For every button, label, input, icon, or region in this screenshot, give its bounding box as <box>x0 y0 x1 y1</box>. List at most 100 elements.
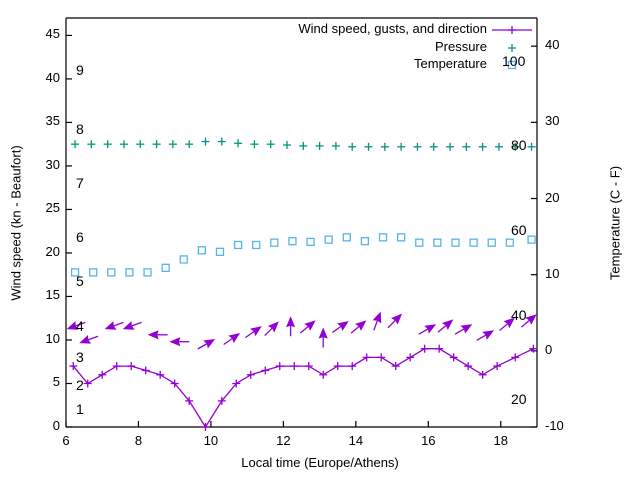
wind-speed-point <box>362 353 371 362</box>
pressure-point <box>103 140 112 149</box>
pressure-point <box>429 142 438 151</box>
wind-speed-point <box>261 366 270 375</box>
fahrenheit-label: 40 <box>511 306 527 323</box>
pressure-point <box>364 142 373 151</box>
beaufort-label: 6 <box>76 229 84 246</box>
fahrenheit-label: 100 <box>502 52 526 69</box>
x-tick-label: 6 <box>62 433 70 448</box>
beaufort-label: 4 <box>76 317 84 334</box>
pressure-point <box>527 142 536 151</box>
wind-speed-point <box>391 362 400 371</box>
y-tick-label-left: 40 <box>45 69 60 85</box>
legend-label: Temperature <box>414 56 487 71</box>
wind-direction-arrow <box>476 330 495 341</box>
beaufort-label: 2 <box>76 376 84 393</box>
x-tick-label: 18 <box>493 433 508 448</box>
pressure-point <box>478 142 487 151</box>
wind-speed-point <box>478 370 487 379</box>
wind-direction-arrow <box>299 320 316 334</box>
wind-direction-arrow <box>418 324 437 335</box>
wind-speed-point <box>170 379 179 388</box>
temperature-point <box>288 237 297 246</box>
wind-direction-arrow <box>437 319 454 333</box>
wind-speed-point <box>377 353 386 362</box>
x-tick-label: 16 <box>421 433 436 448</box>
temperature-point <box>396 233 406 242</box>
beaufort-label: 7 <box>76 175 84 192</box>
y-tick-label-right: -10 <box>545 418 564 433</box>
temperature-point <box>342 233 351 242</box>
wind-direction-arrow <box>223 333 241 346</box>
temperature-point <box>324 235 333 244</box>
wind-speed-point <box>464 362 473 371</box>
wind-speed-point <box>127 362 136 371</box>
temperature-point <box>469 238 478 247</box>
y-tick-label-left: 30 <box>45 156 60 172</box>
legend-marker-pressure <box>508 44 516 52</box>
pressure-point <box>380 142 389 151</box>
pressure-point <box>331 141 340 150</box>
y-tick-label-left: 15 <box>45 287 60 303</box>
temperature-point <box>527 235 536 244</box>
y-tick-label-right: 30 <box>545 113 560 129</box>
legend-marker-wind-plus <box>508 26 516 34</box>
legend-label: Wind speed, gusts, and direction <box>298 21 487 36</box>
pressure-point <box>446 142 455 151</box>
temperature-point <box>107 268 116 277</box>
temperature-point <box>505 238 514 247</box>
pressure-point <box>152 140 161 149</box>
fahrenheit-label: 80 <box>511 137 527 154</box>
beaufort-label: 5 <box>76 273 84 290</box>
y-tick-label-left: 45 <box>45 26 60 42</box>
pressure-point <box>413 142 422 151</box>
wind-direction-arrow <box>286 316 296 337</box>
fahrenheit-label: 20 <box>511 391 527 408</box>
wind-speed-point <box>185 396 194 405</box>
wind-speed-point <box>98 370 107 379</box>
beaufort-label: 8 <box>76 121 84 138</box>
temperature-point <box>125 268 134 277</box>
wind-speed-point <box>156 370 165 379</box>
wind-speed-point <box>511 353 520 362</box>
temperature-point <box>252 240 261 250</box>
wind-direction-arrow <box>372 311 382 331</box>
temperature-point <box>270 238 279 247</box>
wind-direction-arrow <box>318 327 328 348</box>
wind-direction-arrow <box>197 339 216 350</box>
x-tick-label: 12 <box>276 433 291 448</box>
temperature-point <box>306 237 315 247</box>
wind-speed-point <box>304 362 313 371</box>
wind-direction-arrow <box>350 320 367 334</box>
wind-direction-arrow <box>387 313 403 329</box>
pressure-point <box>201 137 210 146</box>
legend-label: Pressure <box>434 39 487 54</box>
temperature-point <box>451 238 460 247</box>
wind-direction-arrow <box>169 337 190 347</box>
temperature-point <box>378 233 388 242</box>
wind-speed-point <box>406 353 415 362</box>
wind-direction-arrow <box>79 334 99 344</box>
wind-direction-arrow <box>147 330 168 340</box>
pressure-point <box>494 142 503 151</box>
wind-direction-arrow <box>104 321 124 330</box>
pressure-point <box>283 141 292 150</box>
temperature-point <box>161 263 170 272</box>
temperature-point <box>415 238 424 247</box>
wind-speed-point <box>348 362 357 371</box>
wind-direction-arrow <box>520 314 537 328</box>
wind-direction-arrow <box>499 317 515 331</box>
temperature-point <box>233 240 243 250</box>
wind-speed-point <box>275 362 284 371</box>
wind-direction-arrow <box>122 321 142 330</box>
y-tick-label-right: 10 <box>545 265 560 281</box>
beaufort-label: 9 <box>76 61 84 78</box>
pressure-point <box>71 140 80 149</box>
temperature-point <box>197 246 207 255</box>
wind-speed-line <box>72 348 534 429</box>
beaufort-label: 3 <box>76 349 84 366</box>
x-tick-label: 10 <box>203 433 219 448</box>
wind-speed-point <box>435 344 444 353</box>
wind-direction-arrow <box>245 326 262 339</box>
legend-marker-temperature <box>507 60 517 70</box>
